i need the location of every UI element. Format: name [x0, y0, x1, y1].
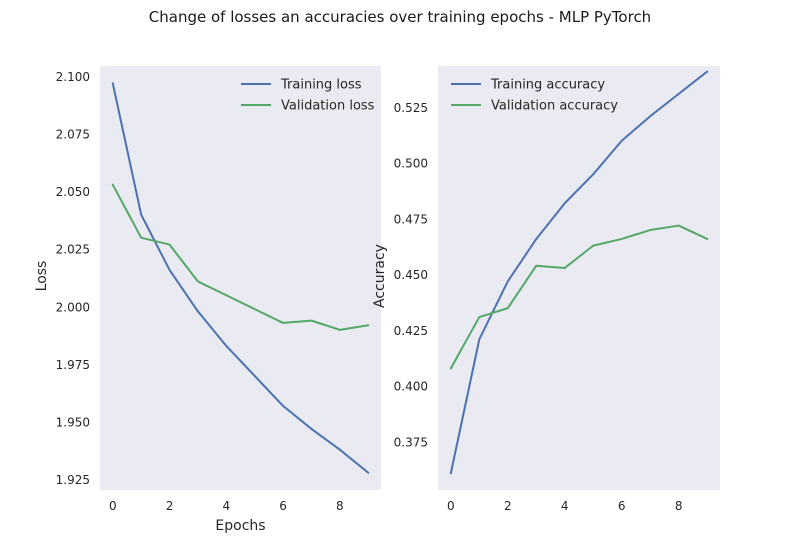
figure-title: Change of losses an accuracies over trai… [148, 8, 652, 26]
accuracy-xtick-label: 8 [675, 499, 683, 513]
training-loss-line [111, 82, 370, 474]
loss-plot: 1.925 1.950 1.975 2.000 2.025 2.050 2.075 2.100… [34, 66, 381, 534]
loss-ytick-label: 2.050 [56, 185, 90, 199]
loss-ytick-label: 2.000 [56, 300, 90, 314]
accuracy-ylabel: Accuracy [372, 244, 388, 308]
accuracy-xtick-label: 6 [618, 499, 626, 513]
accuracy-plot: 0.375 0.400 0.425 0.450 0.475 0.500 0.525 0 2 4 6 8… [372, 66, 720, 513]
validation-loss-line [111, 183, 370, 331]
loss-xtick-label: 0 [109, 499, 117, 513]
accuracy-ytick-label: 0.525 [394, 101, 428, 115]
loss-ytick-label: 1.925 [56, 473, 90, 487]
validation-loss-legend-label: Validation loss [281, 99, 375, 114]
validation-accuracy-line [449, 224, 709, 370]
loss-ylabel: Loss [34, 261, 50, 292]
accuracy-xtick-label: 0 [447, 499, 455, 513]
loss-xtick-label: 2 [166, 499, 174, 513]
accuracy-ytick-label: 0.375 [394, 436, 428, 450]
accuracy-ytick-label: 0.475 [394, 212, 428, 226]
accuracy-plot-area [438, 66, 720, 490]
loss-ytick-label: 2.100 [56, 70, 90, 84]
accuracy-xtick-label: 4 [561, 499, 569, 513]
training-accuracy-legend-label: Training accuracy [490, 78, 605, 93]
loss-plot-area [100, 66, 381, 490]
loss-ytick-label: 2.075 [56, 127, 90, 141]
validation-accuracy-legend-label: Validation accuracy [491, 99, 618, 114]
loss-xtick-label: 6 [279, 499, 287, 513]
loss-xtick-label: 8 [336, 499, 344, 513]
loss-ytick-label: 1.975 [56, 358, 90, 372]
accuracy-xtick-label: 2 [504, 499, 512, 513]
accuracy-ytick-label: 0.450 [394, 268, 428, 282]
accuracy-ytick-label: 0.425 [394, 324, 428, 338]
loss-ytick-label: 1.950 [56, 416, 90, 430]
loss-xtick-label: 4 [222, 499, 230, 513]
accuracy-ytick-label: 0.500 [394, 157, 428, 171]
loss-ytick-label: 2.025 [56, 243, 90, 257]
training-accuracy-line [449, 70, 709, 475]
training-loss-legend-label: Training loss [280, 78, 362, 93]
loss-xlabel: Epochs [215, 518, 265, 534]
accuracy-ytick-label: 0.400 [394, 380, 428, 394]
